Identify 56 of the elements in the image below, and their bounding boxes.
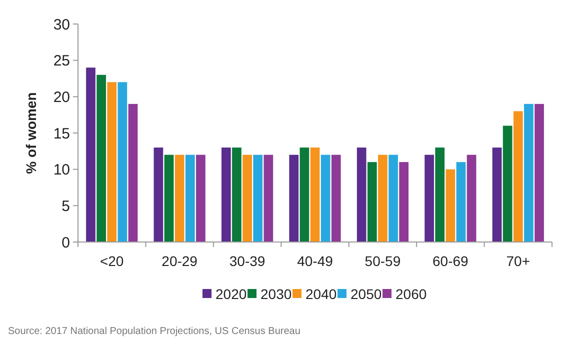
bar (446, 169, 456, 242)
legend-label: 2040 (306, 286, 337, 302)
bar (399, 162, 409, 242)
legend-label: 2050 (350, 286, 382, 302)
legend-label: 2030 (260, 286, 292, 302)
bar (128, 104, 138, 242)
x-tick-label: <20 (100, 253, 124, 269)
bar (221, 148, 231, 242)
bar (502, 126, 512, 242)
bar (107, 82, 117, 242)
legend-label: 2060 (396, 286, 427, 302)
bar (96, 74, 106, 242)
bar (435, 148, 445, 242)
y-tick-label: 30 (53, 16, 70, 34)
bar (320, 154, 330, 242)
x-tick-label: 30-39 (229, 253, 266, 269)
bar (154, 148, 164, 242)
bar (164, 154, 174, 242)
bar (534, 104, 544, 242)
bar (232, 148, 242, 242)
x-tick-label: 40-49 (297, 253, 334, 269)
bar (300, 148, 310, 242)
legend-label: 2020 (216, 286, 247, 302)
bar (264, 154, 274, 242)
bar (524, 104, 534, 242)
bar (492, 148, 502, 242)
x-tick-label: 20-29 (162, 253, 198, 269)
x-tick-label: 70+ (506, 253, 530, 269)
y-tick-label: 20 (53, 88, 70, 106)
bar (242, 154, 252, 242)
y-tick-label: 25 (53, 52, 70, 70)
bar (289, 154, 299, 242)
bar (513, 111, 523, 242)
x-tick-label: 60-69 (432, 253, 469, 269)
x-tick-label: 50-59 (364, 253, 401, 269)
bar (466, 154, 476, 242)
y-tick-label: 0 (62, 234, 70, 252)
y-tick-label: 5 (62, 198, 70, 215)
bar (118, 82, 128, 242)
bar (253, 154, 263, 242)
bar (331, 154, 341, 242)
bar (367, 162, 377, 242)
bar (378, 154, 388, 242)
bar (388, 154, 398, 242)
y-tick-label: 15 (53, 125, 70, 142)
bar (86, 68, 96, 242)
bar (310, 148, 320, 242)
bar (424, 154, 434, 242)
source-note: Source: 2017 National Population Projections, US Census Bureau (8, 326, 300, 337)
bar (356, 148, 366, 242)
bar (196, 154, 206, 242)
bar (456, 162, 466, 242)
bar (185, 154, 195, 242)
y-axis-title: % of women (23, 92, 39, 174)
y-tick-label: 10 (53, 162, 70, 179)
bar (174, 154, 184, 242)
